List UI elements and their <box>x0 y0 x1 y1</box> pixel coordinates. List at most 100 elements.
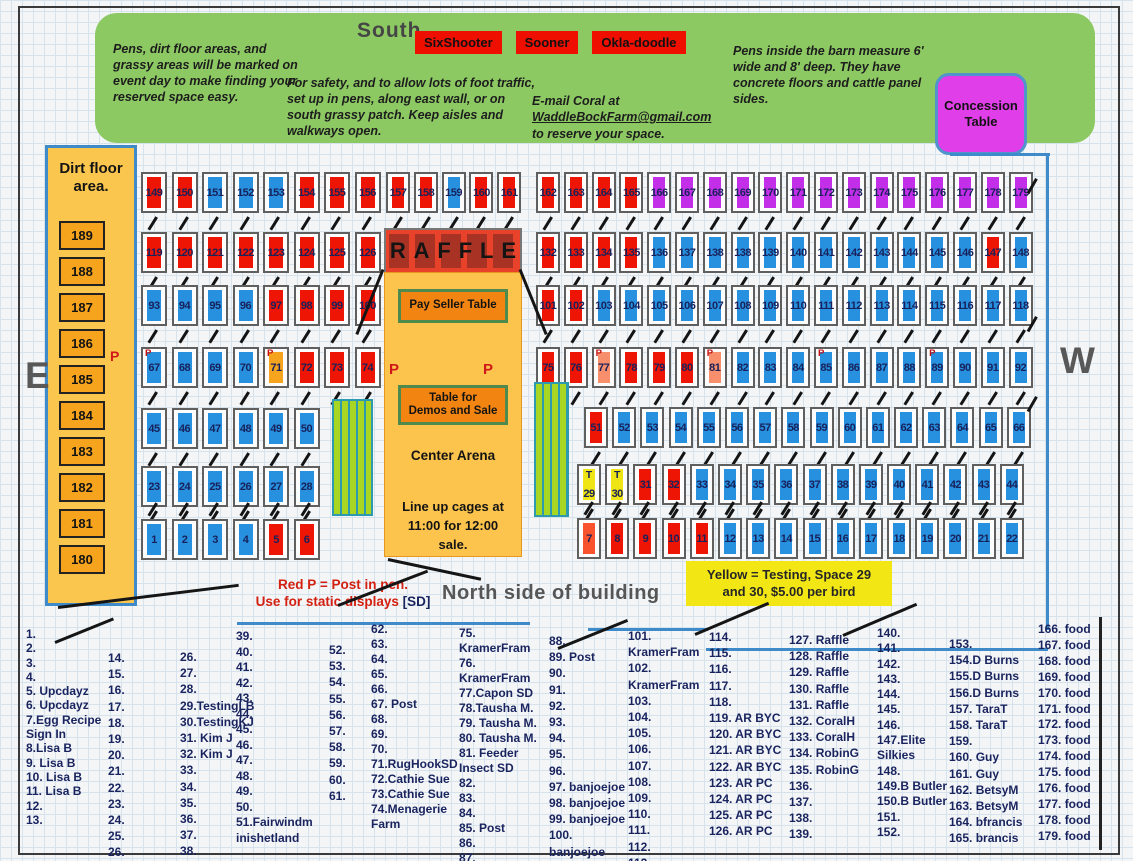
pen-147[interactable]: 147 <box>980 232 1005 290</box>
pen-138[interactable]: 138 <box>730 232 755 290</box>
pen-24[interactable]: 24 <box>171 466 198 524</box>
pen-37[interactable]: 37 <box>802 464 827 522</box>
pen-144[interactable]: 144 <box>897 232 922 290</box>
pen-105[interactable]: 105 <box>647 285 672 343</box>
pen-55[interactable]: 55 <box>696 407 721 465</box>
pen-41[interactable]: 41 <box>915 464 940 522</box>
pen-99[interactable]: 99 <box>324 285 350 343</box>
pen-73[interactable]: 73 <box>324 347 350 405</box>
pen-38[interactable]: 38 <box>830 464 855 522</box>
pen-26[interactable]: 26 <box>232 466 259 524</box>
pen-89[interactable]: P 89 <box>925 347 950 405</box>
pen-164[interactable]: 164 <box>591 172 616 230</box>
pen-121[interactable]: 121 <box>202 232 228 290</box>
pen-82[interactable]: 82 <box>730 347 755 405</box>
pen-98[interactable]: 98 <box>293 285 320 343</box>
demos-sale-table[interactable]: Table for Demos and Sale <box>398 385 508 425</box>
pen-46[interactable]: 46 <box>171 408 198 466</box>
pen-122[interactable]: 122 <box>232 232 259 290</box>
pen-5[interactable]: 5 <box>263 502 289 560</box>
pen-72[interactable]: 72 <box>293 347 320 405</box>
pen-142[interactable]: 142 <box>841 232 866 290</box>
pen-126[interactable]: 126 <box>354 232 381 290</box>
pen-167[interactable]: 167 <box>674 172 699 230</box>
pen-175[interactable]: 175 <box>897 172 922 230</box>
pen-49[interactable]: 49 <box>263 408 289 466</box>
button-sixshooter[interactable]: SixShooter <box>415 31 502 54</box>
pen-155[interactable]: 155 <box>324 172 350 230</box>
pen-59[interactable]: 59 <box>809 407 834 465</box>
pen-29[interactable]: T 29 <box>577 464 601 522</box>
pen-35[interactable]: 35 <box>746 464 771 522</box>
pen-51[interactable]: 51 <box>584 407 608 465</box>
pen-178[interactable]: 178 <box>980 172 1005 230</box>
pen-133[interactable]: 133 <box>563 232 588 290</box>
pen-116[interactable]: 116 <box>952 285 977 343</box>
pen-113[interactable]: 113 <box>869 285 894 343</box>
pen-20[interactable]: 20 <box>943 501 968 559</box>
dirt-space-181[interactable]: 181 <box>59 509 105 538</box>
pen-13[interactable]: 13 <box>746 501 771 559</box>
pen-166[interactable]: 166 <box>647 172 672 230</box>
pen-2[interactable]: 2 <box>171 502 198 560</box>
pen-174[interactable]: 174 <box>869 172 894 230</box>
pen-69[interactable]: 69 <box>202 347 228 405</box>
pen-111[interactable]: 111 <box>813 285 838 343</box>
pen-108[interactable]: 108 <box>730 285 755 343</box>
pen-170[interactable]: 170 <box>758 172 783 230</box>
pen-21[interactable]: 21 <box>971 501 996 559</box>
pen-27[interactable]: 27 <box>263 466 289 524</box>
pen-135[interactable]: 135 <box>619 232 644 290</box>
pen-149[interactable]: 149 <box>141 172 167 230</box>
pen-173[interactable]: 173 <box>841 172 866 230</box>
pen-9[interactable]: 9 <box>633 501 658 559</box>
pen-119[interactable]: 119 <box>141 232 167 290</box>
pen-79[interactable]: 79 <box>647 347 672 405</box>
pen-112[interactable]: 112 <box>841 285 866 343</box>
pen-102[interactable]: 102 <box>563 285 588 343</box>
pen-6[interactable]: 6 <box>293 502 320 560</box>
pen-75[interactable]: 75 <box>536 347 560 405</box>
dirt-space-189[interactable]: 189 <box>59 221 105 250</box>
dirt-space-186[interactable]: 186 <box>59 329 105 358</box>
pen-118[interactable]: 118 <box>1008 285 1033 343</box>
pen-177[interactable]: 177 <box>952 172 977 230</box>
pen-32[interactable]: 32 <box>661 464 686 522</box>
pen-19[interactable]: 19 <box>915 501 940 559</box>
pen-138[interactable]: 138 <box>702 232 727 290</box>
pen-87[interactable]: 87 <box>869 347 894 405</box>
pen-4[interactable]: 4 <box>232 502 259 560</box>
pen-45[interactable]: 45 <box>141 408 167 466</box>
pen-86[interactable]: 86 <box>841 347 866 405</box>
pen-3[interactable]: 3 <box>202 502 228 560</box>
pen-139[interactable]: 139 <box>758 232 783 290</box>
dirt-space-180[interactable]: 180 <box>59 545 105 574</box>
pen-125[interactable]: 125 <box>324 232 350 290</box>
pen-88[interactable]: 88 <box>897 347 922 405</box>
pen-62[interactable]: 62 <box>894 407 919 465</box>
pen-10[interactable]: 10 <box>661 501 686 559</box>
pen-157[interactable]: 157 <box>386 172 410 230</box>
pen-145[interactable]: 145 <box>925 232 950 290</box>
button-sooner[interactable]: Sooner <box>515 31 579 54</box>
pen-92[interactable]: 92 <box>1008 347 1033 405</box>
pen-134[interactable]: 134 <box>591 232 616 290</box>
pen-40[interactable]: 40 <box>887 464 912 522</box>
pen-7[interactable]: 7 <box>577 501 601 559</box>
pen-77[interactable]: P 77 <box>591 347 616 405</box>
pen-50[interactable]: 50 <box>293 408 320 466</box>
pen-34[interactable]: 34 <box>717 464 742 522</box>
pen-176[interactable]: 176 <box>925 172 950 230</box>
pen-115[interactable]: 115 <box>925 285 950 343</box>
pen-78[interactable]: 78 <box>619 347 644 405</box>
pen-84[interactable]: 84 <box>786 347 811 405</box>
pen-60[interactable]: 60 <box>837 407 862 465</box>
pen-160[interactable]: 160 <box>469 172 494 230</box>
pen-97[interactable]: 97 <box>263 285 289 343</box>
email-link[interactable]: WaddleBockFarm@gmail.com <box>532 110 712 125</box>
pen-68[interactable]: 68 <box>171 347 198 405</box>
dirt-space-187[interactable]: 187 <box>59 293 105 322</box>
dirt-space-188[interactable]: 188 <box>59 257 105 286</box>
pen-103[interactable]: 103 <box>591 285 616 343</box>
pen-161[interactable]: 161 <box>497 172 522 230</box>
